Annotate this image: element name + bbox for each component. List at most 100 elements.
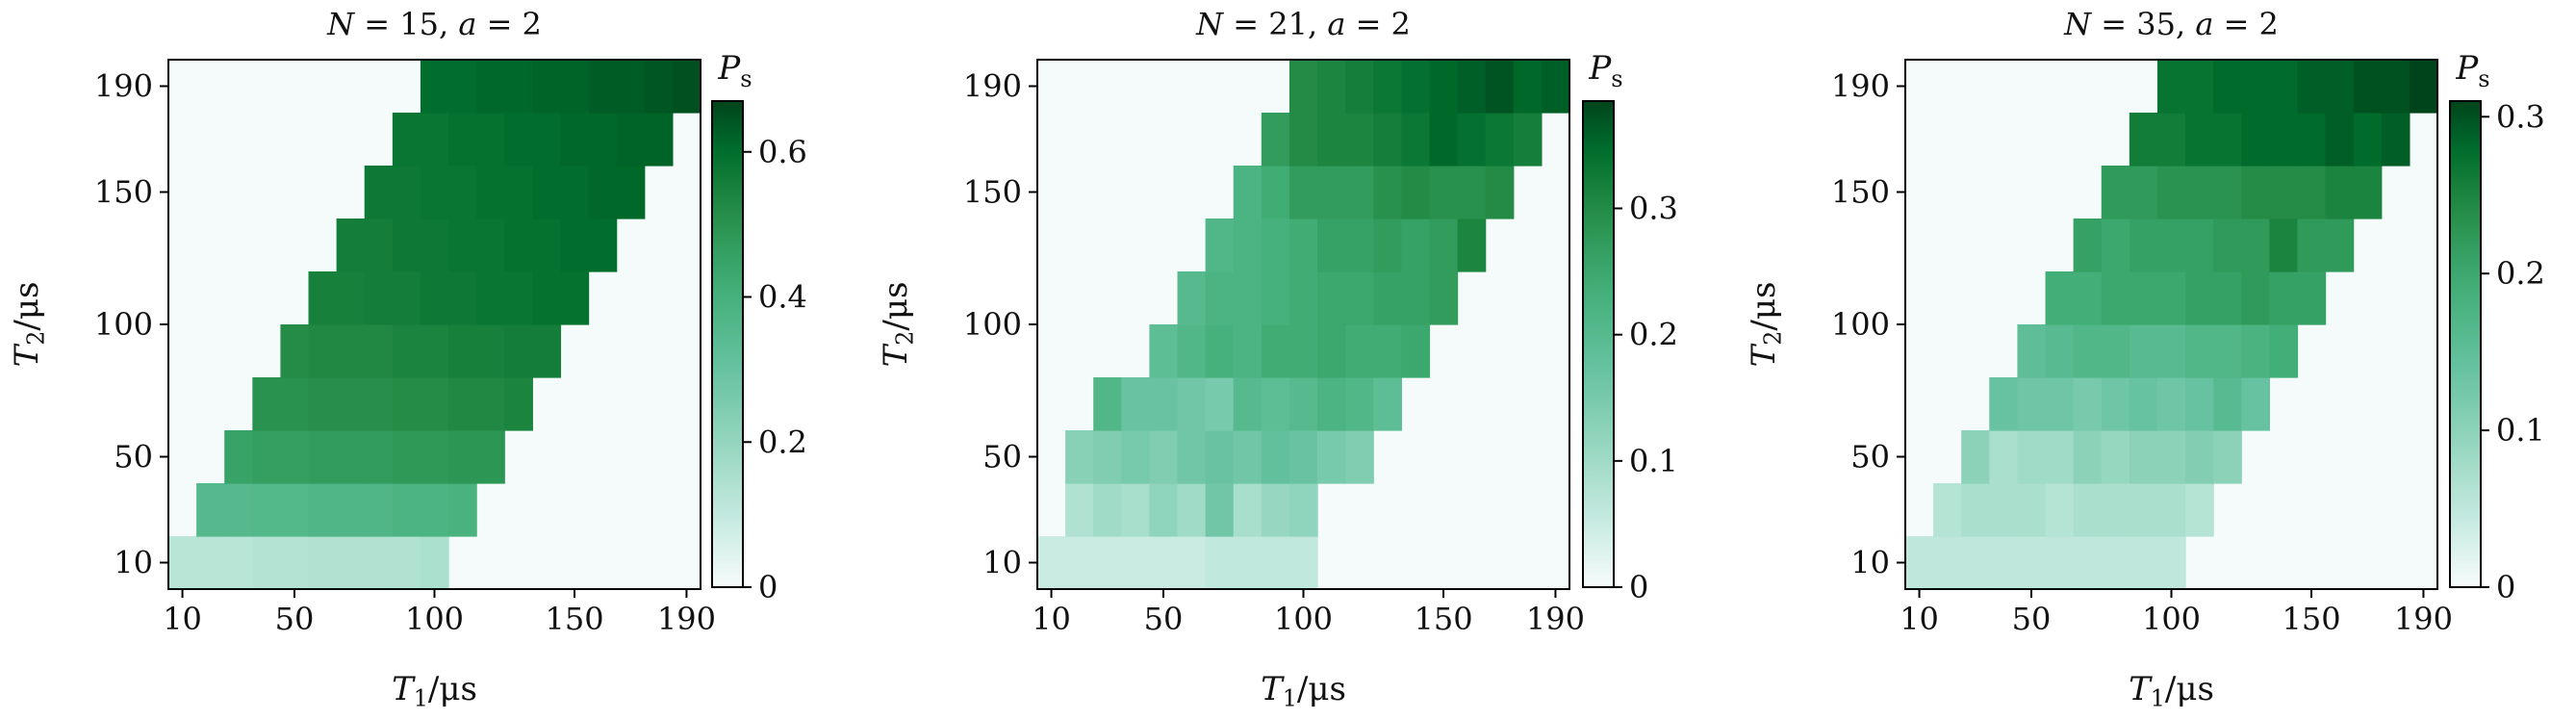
heatmap-cell xyxy=(1205,536,1235,590)
heatmap-cell xyxy=(476,271,505,325)
heatmap-cell xyxy=(2185,483,2214,537)
chart-title: N = 15, a = 2 xyxy=(326,6,542,42)
heatmap-cell xyxy=(532,219,562,272)
colorbar-tick-label: 0.6 xyxy=(758,134,807,170)
x-tick-label: 100 xyxy=(1274,601,1333,637)
heatmap-cell xyxy=(1093,483,1122,537)
heatmap-cell xyxy=(1401,166,1431,219)
heatmap-cell xyxy=(448,113,477,167)
heatmap-cell xyxy=(252,536,282,590)
heatmap-cell xyxy=(1345,113,1374,167)
svg-text:T2/μs: T2/μs xyxy=(877,282,918,368)
heatmap-cell xyxy=(392,219,421,272)
heatmap-cell xyxy=(1317,166,1346,219)
heatmap-cell xyxy=(1429,60,1459,114)
y-tick-label: 50 xyxy=(982,439,1022,476)
colorbar-label: Ps xyxy=(2455,49,2489,92)
heatmap-cell xyxy=(308,430,338,484)
heatmap-cell xyxy=(1261,483,1290,537)
heatmap-cell xyxy=(2101,536,2130,590)
heatmap-cell xyxy=(1961,430,1990,484)
heatmap-cell xyxy=(2017,430,2047,484)
heatmap-cell xyxy=(2129,271,2158,325)
heatmap-cell xyxy=(2353,113,2383,167)
heatmap-cell xyxy=(1317,113,1346,167)
heatmap-cell xyxy=(1989,430,2019,484)
heatmap-cell xyxy=(1401,271,1431,325)
x-axis-label: T1/μs xyxy=(2129,670,2214,711)
heatmap-cell xyxy=(2156,536,2186,590)
heatmap-cell xyxy=(2156,60,2186,114)
heatmap-cell xyxy=(560,60,590,114)
heatmap-cell xyxy=(1233,219,1262,272)
colorbar-gradient xyxy=(712,101,743,587)
heatmap-cell xyxy=(2045,430,2075,484)
heatmap-cell xyxy=(1149,536,1179,590)
x-tick-label: 190 xyxy=(657,601,716,637)
y-tick-label: 100 xyxy=(94,306,153,343)
heatmap-cell xyxy=(1233,166,1262,219)
svg-text:T1/μs: T1/μs xyxy=(2129,670,2214,711)
heatmap-cell xyxy=(420,324,449,378)
heatmap-cell xyxy=(2101,219,2130,272)
heatmap-cell xyxy=(532,113,562,167)
heatmap-cell xyxy=(420,219,449,272)
heatmap-cell xyxy=(1233,430,1262,484)
heatmap-cell xyxy=(1288,166,1318,219)
colorbar: 0 0.2 0.4 0.6 Ps xyxy=(711,49,807,605)
heatmap-cell xyxy=(1457,60,1487,114)
svg-text:T2/μs: T2/μs xyxy=(1745,282,1786,368)
heatmap-cell xyxy=(1233,536,1262,590)
heatmap-cell xyxy=(336,219,366,272)
heatmap-cell xyxy=(2185,60,2214,114)
heatmap-cell xyxy=(532,166,562,219)
heatmap-cell xyxy=(420,483,449,537)
heatmap-cell xyxy=(2269,219,2299,272)
heatmap-cell xyxy=(336,324,366,378)
heatmap-cell xyxy=(616,113,646,167)
heatmap-cell xyxy=(252,430,282,484)
heatmap-cell xyxy=(1205,219,1235,272)
heatmap-cell xyxy=(1233,483,1262,537)
y-tick-label: 150 xyxy=(94,174,153,211)
heatmap-cell xyxy=(420,166,449,219)
heatmap-cell xyxy=(2045,377,2075,431)
heatmap-cell xyxy=(1401,219,1431,272)
heatmap-cell xyxy=(1317,271,1346,325)
y-axis-label: T2/μs xyxy=(1745,282,1786,368)
heatmap-cell xyxy=(2129,113,2158,167)
heatmap-cell xyxy=(392,166,421,219)
heatmap-cell xyxy=(2156,324,2186,378)
x-tick-label: 10 xyxy=(163,601,202,637)
heatmap-cell xyxy=(1989,536,2019,590)
y-tick-label: 50 xyxy=(1850,439,1890,476)
heatmap-cell xyxy=(1989,483,2019,537)
heatmap-cell xyxy=(560,219,590,272)
heatmap-cell xyxy=(1317,219,1346,272)
heatmap-cell xyxy=(336,377,366,431)
colorbar-tick-label: 0.3 xyxy=(2496,98,2545,135)
heatmap-cell xyxy=(2185,219,2214,272)
y-tick-label: 190 xyxy=(94,68,153,105)
heatmap-cell xyxy=(364,377,394,431)
heatmap-cell xyxy=(1288,377,1318,431)
y-tick-label: 150 xyxy=(1831,174,1890,211)
heatmap-cell xyxy=(364,219,394,272)
heatmap-cell xyxy=(1373,219,1402,272)
x-tick-label: 10 xyxy=(1032,601,1071,637)
heatmap-cell xyxy=(2213,166,2242,219)
heatmap-cell xyxy=(1261,430,1290,484)
heatmap-cell xyxy=(2269,324,2299,378)
heatmap-cell xyxy=(1541,60,1570,114)
heatmap-cell xyxy=(2185,324,2214,378)
heatmap-cell xyxy=(2073,377,2103,431)
heatmap-cell xyxy=(476,166,505,219)
heatmap-cell xyxy=(1261,536,1290,590)
heatmap-cell xyxy=(252,377,282,431)
heatmap-cell xyxy=(448,60,477,114)
heatmap-cell xyxy=(392,430,421,484)
colorbar-frame xyxy=(2449,100,2482,588)
heatmap-cell xyxy=(1933,483,1962,537)
heatmap-cell xyxy=(476,430,505,484)
